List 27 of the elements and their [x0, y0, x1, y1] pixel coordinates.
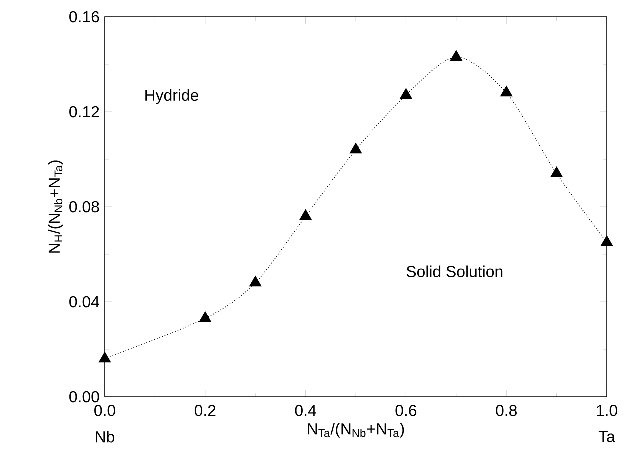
point	[550, 166, 563, 178]
y-tick-label: 0.12	[70, 106, 100, 118]
point	[300, 210, 312, 220]
point	[250, 276, 262, 287]
y-tick-label: 0.04	[70, 296, 100, 308]
annotation: Solid Solution	[406, 266, 503, 278]
x-tick-label: 1.0	[597, 405, 618, 416]
point	[199, 312, 212, 322]
point	[500, 86, 513, 97]
y-tick-label: 0.16	[70, 11, 100, 23]
text: Ta	[598, 431, 616, 442]
x-axis-title: N$_{Ta}$/(N$_{Nb}$+N$_{Ta}$)	[308, 423, 404, 438]
y-axis-title: N$_{H}$/(N$_{Nb}$+N$_{Ta}$)	[48, 160, 64, 253]
point	[98, 352, 112, 363]
text: Nb	[96, 431, 115, 443]
annotation: Hydride	[146, 89, 199, 104]
point	[600, 236, 614, 246]
x-tick-label: 0.6	[396, 405, 417, 416]
y-tick-label: 0.00	[70, 391, 100, 403]
x-tick-label: 0.8	[496, 405, 517, 416]
point	[450, 50, 462, 62]
y-tick-label: 0.08	[70, 201, 100, 213]
x-tick-label: 0.4	[295, 405, 316, 416]
point	[350, 143, 362, 154]
point	[400, 88, 412, 100]
x-tick-label: 0.2	[194, 405, 216, 416]
x-tick-label: 0.0	[94, 405, 116, 416]
